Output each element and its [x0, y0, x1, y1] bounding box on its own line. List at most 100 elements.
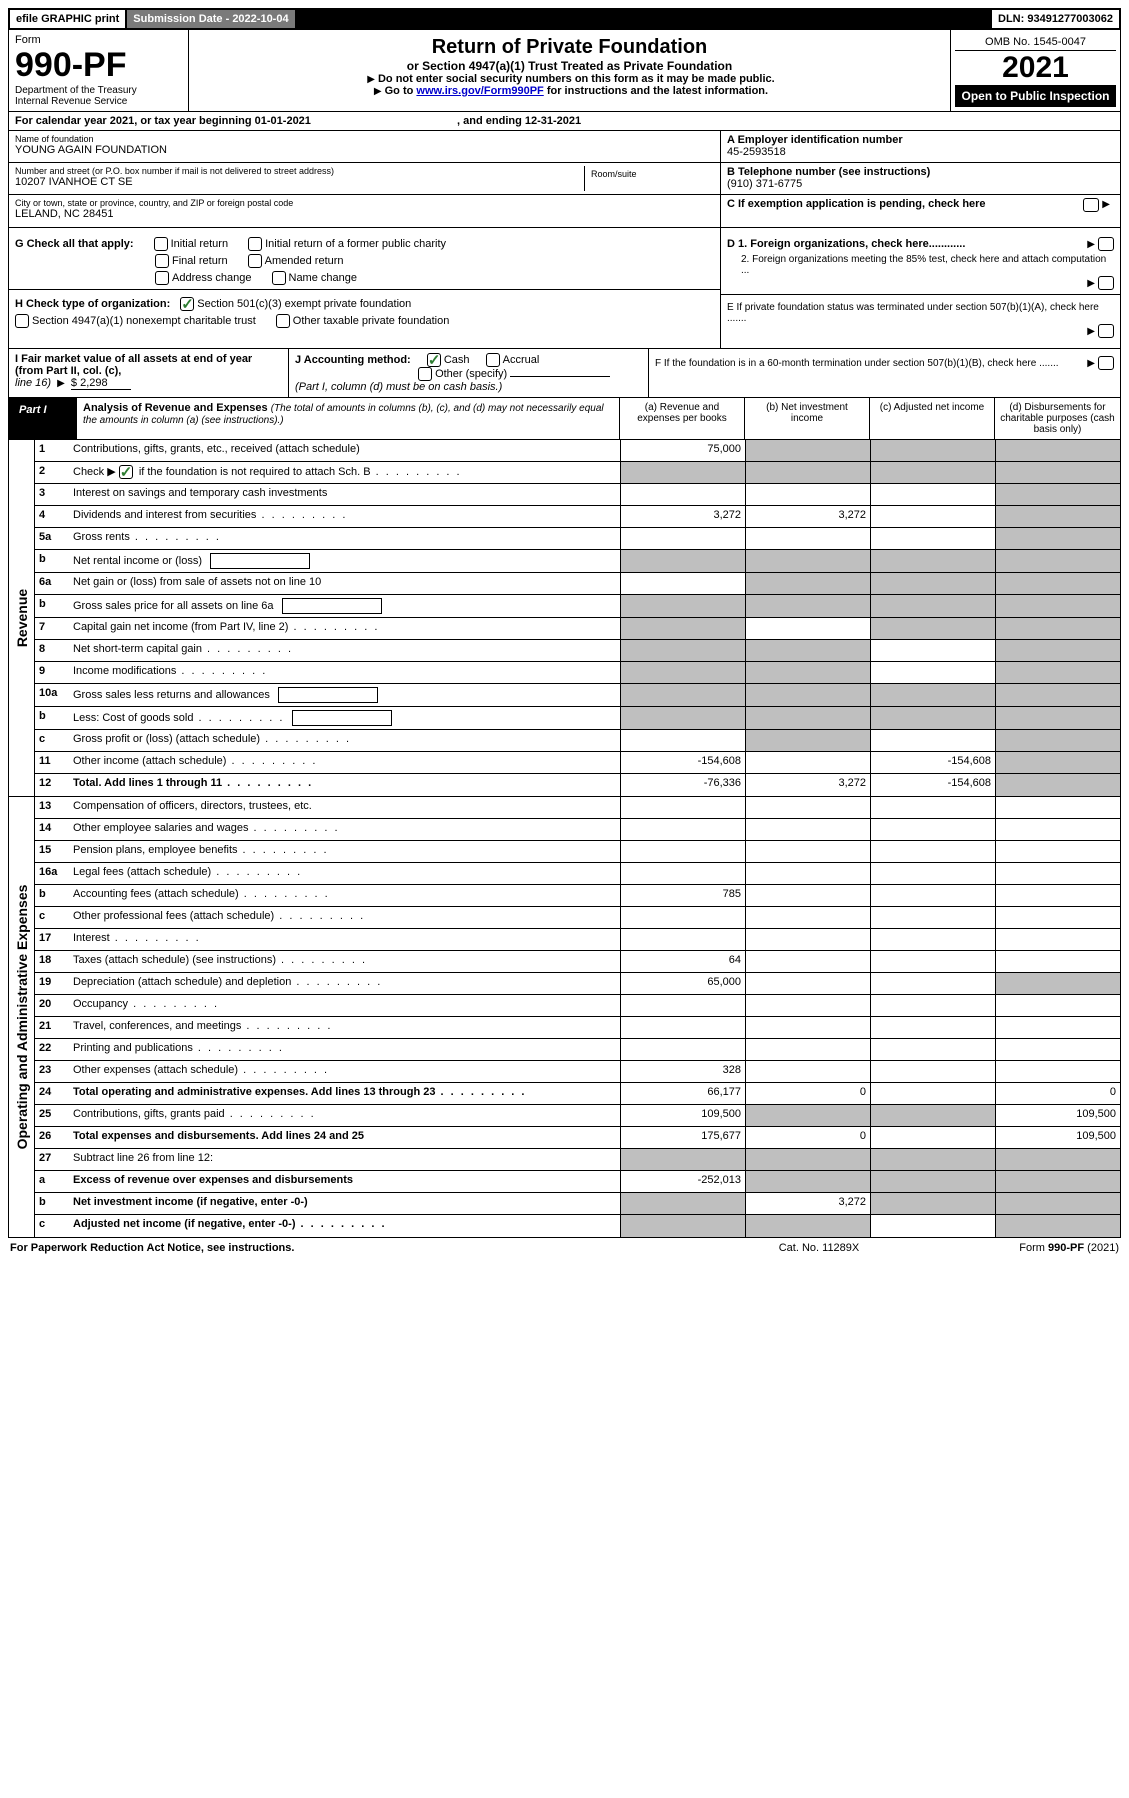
value-cell — [870, 863, 995, 884]
h-501c3[interactable] — [180, 297, 194, 311]
tax-year: 2021 — [955, 51, 1116, 85]
table-row: 9Income modifications — [35, 662, 1120, 684]
value-cell — [870, 1171, 995, 1192]
part1-header: Part I Analysis of Revenue and Expenses … — [8, 398, 1121, 440]
line-description: Net investment income (if negative, ente… — [69, 1193, 620, 1214]
d2-label: 2. Foreign organizations meeting the 85%… — [741, 254, 1114, 276]
foundation-name: YOUNG AGAIN FOUNDATION — [15, 144, 714, 156]
line-description: Legal fees (attach schedule) — [69, 863, 620, 884]
value-cell — [870, 506, 995, 527]
j-cash[interactable] — [427, 353, 441, 367]
value-cell — [995, 907, 1120, 928]
table-row: 11Other income (attach schedule)-154,608… — [35, 752, 1120, 774]
col-c-head: (c) Adjusted net income — [870, 398, 995, 439]
value-cell — [620, 550, 745, 572]
line-description: Accounting fees (attach schedule) — [69, 885, 620, 906]
table-row: 23Other expenses (attach schedule)328 — [35, 1061, 1120, 1083]
line-number: 8 — [35, 640, 69, 661]
triangle-icon — [1102, 198, 1110, 210]
line-description: Contributions, gifts, grants paid — [69, 1105, 620, 1126]
inline-amount-box — [210, 553, 310, 569]
table-row: 16aLegal fees (attach schedule) — [35, 863, 1120, 885]
schB-checkbox[interactable] — [119, 465, 133, 479]
phone: (910) 371-6775 — [727, 178, 1114, 190]
line-description: Subtract line 26 from line 12: — [69, 1149, 620, 1170]
table-row: cOther professional fees (attach schedul… — [35, 907, 1120, 929]
value-cell — [870, 707, 995, 729]
value-cell — [995, 1149, 1120, 1170]
value-cell — [995, 929, 1120, 950]
value-cell — [620, 995, 745, 1016]
value-cell: 64 — [620, 951, 745, 972]
table-row: 17Interest — [35, 929, 1120, 951]
value-cell — [870, 462, 995, 483]
d2-checkbox[interactable] — [1098, 276, 1114, 290]
line-number: a — [35, 1171, 69, 1192]
room-label: Room/suite — [584, 166, 714, 191]
e-checkbox[interactable] — [1098, 324, 1114, 338]
h-other-taxable[interactable] — [276, 314, 290, 328]
value-cell — [870, 1215, 995, 1237]
line-description: Travel, conferences, and meetings — [69, 1017, 620, 1038]
value-cell — [995, 484, 1120, 505]
line-number: b — [35, 595, 69, 617]
line-number: 13 — [35, 797, 69, 818]
value-cell — [995, 951, 1120, 972]
value-cell — [995, 1171, 1120, 1192]
value-cell — [745, 929, 870, 950]
g-initial-return[interactable] — [154, 237, 168, 251]
triangle-icon — [57, 377, 65, 389]
value-cell — [870, 819, 995, 840]
g-final-return[interactable] — [155, 254, 169, 268]
footer: For Paperwork Reduction Act Notice, see … — [8, 1238, 1121, 1258]
line-description: Net short-term capital gain — [69, 640, 620, 661]
value-cell — [745, 484, 870, 505]
triangle-icon — [367, 73, 375, 85]
d1-checkbox[interactable] — [1098, 237, 1114, 251]
line-number: 12 — [35, 774, 69, 796]
f-checkbox[interactable] — [1098, 356, 1114, 370]
g-name-change[interactable] — [272, 271, 286, 285]
table-row: 4Dividends and interest from securities3… — [35, 506, 1120, 528]
line-number: 1 — [35, 440, 69, 461]
g-address-change[interactable] — [155, 271, 169, 285]
h-4947[interactable] — [15, 314, 29, 328]
line-description: Total expenses and disbursements. Add li… — [69, 1127, 620, 1148]
j-other[interactable] — [418, 367, 432, 381]
line-number: 23 — [35, 1061, 69, 1082]
value-cell — [870, 1127, 995, 1148]
line-description: Pension plans, employee benefits — [69, 841, 620, 862]
line-number: 4 — [35, 506, 69, 527]
value-cell: 109,500 — [620, 1105, 745, 1126]
value-cell — [620, 684, 745, 706]
value-cell: 0 — [995, 1083, 1120, 1104]
value-cell — [995, 797, 1120, 818]
value-cell — [620, 907, 745, 928]
line-number: 17 — [35, 929, 69, 950]
form-header: Form 990-PF Department of the Treasury I… — [8, 30, 1121, 112]
table-row: 6aNet gain or (loss) from sale of assets… — [35, 573, 1120, 595]
value-cell: 66,177 — [620, 1083, 745, 1104]
value-cell: 328 — [620, 1061, 745, 1082]
value-cell — [995, 885, 1120, 906]
value-cell — [620, 573, 745, 594]
j-accrual[interactable] — [486, 353, 500, 367]
g-initial-former[interactable] — [248, 237, 262, 251]
g-amended-return[interactable] — [248, 254, 262, 268]
value-cell — [620, 662, 745, 683]
value-cell — [745, 1105, 870, 1126]
value-cell — [870, 618, 995, 639]
table-row: 8Net short-term capital gain — [35, 640, 1120, 662]
main-title: Return of Private Foundation — [195, 36, 944, 59]
value-cell — [870, 550, 995, 572]
line-description: Check ▶ if the foundation is not require… — [69, 462, 620, 483]
value-cell — [995, 528, 1120, 549]
line-description: Other employee salaries and wages — [69, 819, 620, 840]
line-number: 14 — [35, 819, 69, 840]
form-link[interactable]: www.irs.gov/Form990PF — [416, 85, 543, 97]
value-cell — [745, 550, 870, 572]
addr-label: Number and street (or P.O. box number if… — [15, 166, 584, 176]
c-checkbox[interactable] — [1083, 198, 1099, 212]
value-cell: 65,000 — [620, 973, 745, 994]
line-description: Gross profit or (loss) (attach schedule) — [69, 730, 620, 751]
